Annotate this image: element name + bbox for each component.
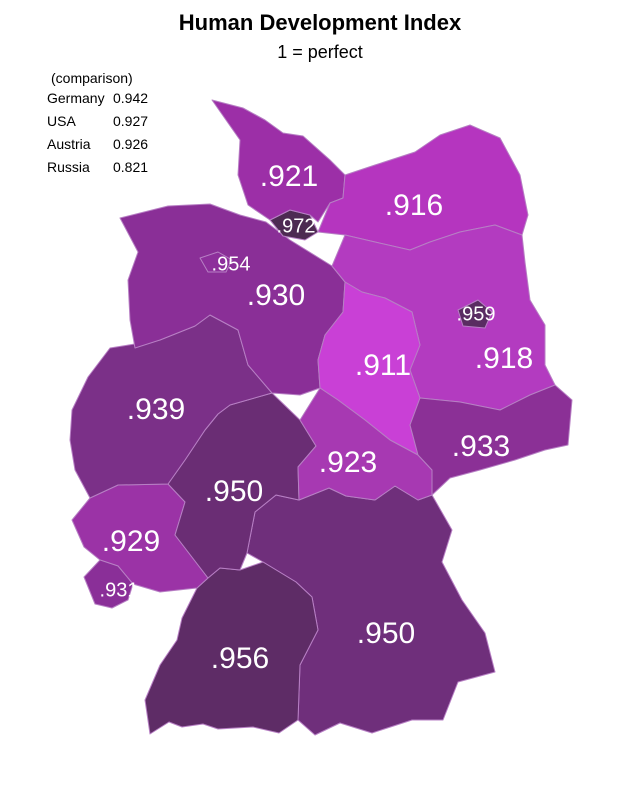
legend-country: Russia: [47, 159, 90, 175]
state-sachsen: [409, 384, 573, 496]
legend-row-germany: Germany 0.942: [47, 87, 163, 110]
legend-row-austria: Austria 0.926: [47, 133, 163, 156]
state-label-bayern: .950: [357, 617, 415, 650]
state-label-niedersachsen: .930: [247, 279, 305, 312]
state-label-brandenburg: .918: [475, 342, 533, 375]
state-niedersachsen: [119, 203, 346, 396]
state-label-schleswig-holstein: .921: [260, 160, 318, 193]
state-label-bremen: .954: [212, 253, 251, 275]
state-label-saarland: .931: [100, 579, 139, 601]
state-label-nordrhein-westfalen: .939: [127, 393, 185, 426]
legend-value: 0.927: [113, 113, 149, 129]
state-label-hessen: .950: [205, 475, 263, 508]
legend-country: USA: [47, 113, 76, 129]
state-label-berlin: .959: [457, 303, 496, 325]
legend-row-usa: USA 0.927: [47, 110, 163, 133]
state-bremen: [199, 251, 233, 273]
state-label-thueringen: .923: [319, 446, 377, 479]
state-label-baden-wuerttemberg: .956: [211, 642, 269, 675]
state-saarland: [83, 559, 134, 609]
state-label-mecklenburg-vorpommern: .916: [385, 189, 443, 222]
state-label-sachsen: .933: [452, 430, 510, 463]
legend-row-russia: Russia 0.821: [47, 156, 163, 179]
legend-country: Austria: [47, 136, 91, 152]
legend-value: 0.942: [113, 90, 149, 106]
legend-country: Germany: [47, 90, 105, 106]
map-title: Human Development Index: [178, 10, 462, 35]
map-subtitle: 1 = perfect: [277, 42, 363, 62]
state-thueringen: [297, 387, 433, 501]
state-label-hamburg: .972: [277, 215, 316, 237]
state-baden-wuerttemberg: [144, 561, 319, 735]
legend-value: 0.821: [113, 159, 149, 175]
state-berlin: [457, 299, 493, 329]
state-label-sachsen-anhalt: .911: [355, 349, 411, 382]
comparison-legend: (comparison) Germany 0.942 USA 0.927 Aus…: [47, 70, 163, 179]
legend-value: 0.926: [113, 136, 149, 152]
legend-heading: (comparison): [51, 70, 133, 86]
state-label-rheinland-pfalz: .929: [102, 525, 160, 558]
